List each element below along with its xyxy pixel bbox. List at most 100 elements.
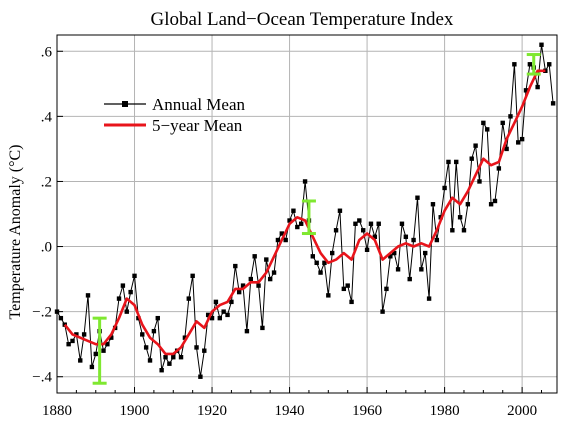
annual-mean-point: [392, 250, 397, 256]
y-axis-label: Temperature Anomaly (°C): [7, 145, 24, 320]
annual-mean-point: [423, 250, 428, 256]
annual-mean-point: [361, 228, 366, 233]
annual-mean-point: [229, 299, 234, 305]
annual-mean-point: [508, 114, 513, 119]
annual-mean-point: [264, 257, 269, 262]
annual-mean-point: [283, 237, 288, 243]
chart-title: Global Land−Ocean Temperature Index: [151, 9, 454, 30]
annual-mean-point: [434, 237, 440, 243]
x-tick-label: 1880: [42, 403, 72, 419]
annual-mean-point: [217, 315, 222, 321]
x-tick-label: 1900: [120, 403, 150, 419]
annual-mean-point: [58, 315, 64, 321]
annual-mean-point: [171, 355, 176, 360]
annual-mean-point: [322, 260, 327, 266]
annual-mean-point: [469, 156, 474, 161]
annual-mean-point: [248, 276, 253, 282]
error-bars: [92, 53, 541, 385]
annual-mean-point: [411, 237, 416, 243]
annual-mean-point: [198, 374, 203, 379]
annual-mean-point: [101, 348, 106, 353]
annual-mean-point: [240, 283, 246, 288]
annual-mean-point: [279, 231, 285, 236]
annual-mean-point: [310, 254, 316, 259]
annual-mean-point: [368, 221, 374, 226]
annual-mean-point: [298, 221, 304, 226]
annual-mean-point: [450, 228, 455, 233]
annual-mean-point: [380, 309, 385, 314]
annual-mean-point: [202, 348, 207, 353]
annual-mean-point: [461, 228, 467, 233]
annual-mean-point: [143, 345, 149, 350]
annual-mean-point: [128, 289, 133, 295]
annual-mean-point: [364, 247, 370, 252]
annual-mean-point: [388, 254, 393, 259]
annual-mean-point: [159, 368, 164, 373]
grid-lines: [56, 35, 557, 393]
legend-annual-label: Annual Mean: [152, 95, 246, 114]
annual-mean-point: [109, 335, 114, 340]
annual-mean-point: [500, 120, 505, 126]
annual-mean-point: [267, 276, 273, 282]
annual-mean-point: [62, 322, 67, 327]
annual-mean-point: [357, 218, 362, 223]
annual-mean-point: [329, 250, 335, 256]
y-tick-label: −.4: [32, 370, 52, 386]
annual-mean-point: [105, 341, 110, 347]
annual-mean-point: [155, 315, 160, 321]
annual-mean-point: [70, 338, 75, 344]
annual-mean-point: [454, 159, 459, 165]
annual-mean-point: [496, 166, 502, 171]
annual-mean-point: [535, 84, 540, 90]
annual-mean-point: [151, 328, 157, 334]
annual-mean-point: [512, 62, 517, 67]
annual-mean-point: [85, 293, 91, 298]
annual-mean-point: [186, 296, 191, 301]
annual-mean-point: [527, 62, 533, 67]
annual-mean-point: [74, 332, 79, 337]
annual-mean-point: [488, 202, 494, 207]
annual-mean-point: [124, 309, 129, 314]
annual-mean-point: [318, 270, 323, 275]
y-tick-label: .0: [41, 240, 52, 256]
annual-mean-point: [550, 101, 556, 106]
annual-mean-point: [182, 335, 188, 340]
annual-mean-point: [384, 286, 389, 292]
annual-mean-point: [178, 355, 184, 360]
annual-mean-point: [302, 179, 308, 184]
x-axis-ticks: 1880 1900 1920 1940 1960 1980 2000: [42, 387, 542, 419]
annual-mean-point: [446, 159, 451, 165]
annual-mean-point: [477, 179, 482, 184]
annual-mean-point: [287, 218, 292, 223]
annual-mean-point: [260, 325, 265, 331]
annual-mean-point: [120, 283, 126, 288]
x-tick-label: 1960: [352, 403, 382, 419]
five-year-mean-line: [63, 69, 546, 356]
annual-mean-point: [407, 276, 412, 282]
annual-mean-point: [395, 267, 401, 272]
annual-mean-point: [333, 228, 339, 233]
annual-mean-point: [426, 296, 432, 301]
annual-mean-point: [225, 312, 230, 318]
annual-mean-point: [252, 254, 257, 259]
plot-frame: [56, 34, 558, 394]
annual-mean-point: [163, 355, 168, 360]
annual-mean-point: [349, 299, 354, 305]
annual-mean-point: [295, 224, 300, 230]
annual-mean-point: [504, 146, 509, 152]
annual-mean-point: [326, 293, 331, 298]
annual-mean-point: [547, 62, 552, 67]
annual-mean-point: [376, 221, 381, 226]
annual-mean-point: [372, 234, 378, 239]
annual-mean-point: [337, 208, 343, 213]
annual-mean-point: [140, 332, 145, 337]
legend-five-year-label: 5−year Mean: [152, 116, 243, 135]
annual-mean-point: [353, 221, 358, 226]
annual-mean-point: [419, 267, 424, 272]
annual-mean-point: [244, 328, 250, 334]
legend-annual-marker: [122, 101, 128, 107]
annual-mean-point: [481, 120, 486, 126]
annual-mean-point: [539, 42, 544, 47]
annual-mean-point: [430, 202, 436, 207]
x-tick-label: 1920: [197, 403, 227, 419]
